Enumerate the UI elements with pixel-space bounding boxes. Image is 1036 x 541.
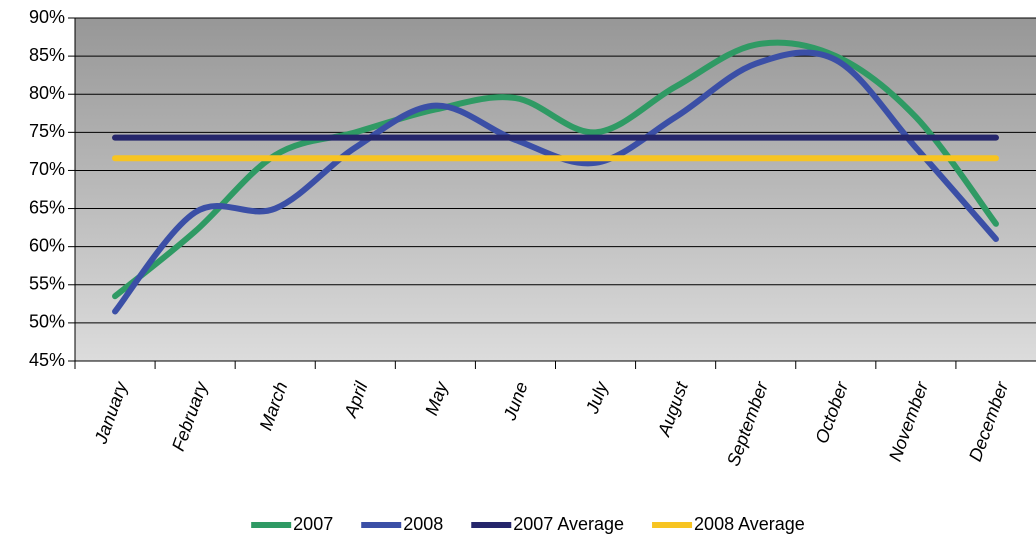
y-tick-label: 65%	[29, 197, 65, 217]
x-tick-label: March	[256, 379, 292, 433]
y-tick-label: 45%	[29, 350, 65, 370]
x-tick-label: December	[965, 378, 1013, 464]
y-tick-label: 50%	[29, 312, 65, 332]
x-tick-label: February	[168, 378, 212, 453]
y-tick-label: 90%	[29, 7, 65, 27]
legend: 2007 2008 2007 Average 2008 Average	[251, 514, 805, 534]
x-tick-label: January	[90, 378, 131, 447]
legend-label: 2007	[293, 514, 333, 534]
y-tick-label: 55%	[29, 274, 65, 294]
y-tick-label: 75%	[29, 121, 65, 141]
y-tick-label: 80%	[29, 83, 65, 103]
y-tick-label: 60%	[29, 235, 65, 255]
x-tick-label: April	[340, 378, 372, 421]
x-tick-label: August	[654, 378, 693, 439]
legend-label: 2008	[403, 514, 443, 534]
x-tick-label: October	[811, 378, 852, 446]
x-tick-label: November	[885, 378, 933, 464]
x-tick-label: July	[582, 378, 612, 417]
legend-label: 2007 Average	[513, 514, 624, 534]
legend-label: 2008 Average	[694, 514, 805, 534]
series-line	[112, 39, 999, 300]
y-tick-label: 70%	[29, 159, 65, 179]
x-tick-label: June	[499, 379, 531, 423]
plot-area	[75, 18, 1036, 361]
y-tick-label: 85%	[29, 45, 65, 65]
x-tick-label: September	[723, 378, 772, 469]
x-tick-label: May	[421, 378, 452, 418]
